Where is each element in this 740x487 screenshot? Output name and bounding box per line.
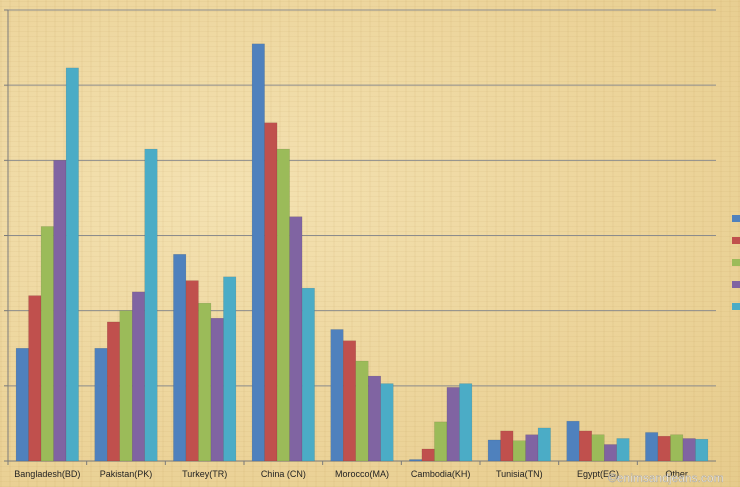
bar: [500, 430, 514, 462]
bar: [591, 434, 605, 462]
bar: [446, 387, 460, 462]
x-tick-label: Cambodia(KH): [411, 469, 471, 479]
bar: [94, 348, 108, 462]
bar: [15, 348, 29, 462]
bar: [695, 438, 709, 462]
gridlines: [4, 9, 716, 462]
x-tick-label: Other: [665, 469, 688, 479]
bars: [15, 43, 709, 462]
bar: [301, 287, 315, 462]
bar: [264, 122, 278, 462]
bar: [276, 148, 290, 462]
x-tick-label: Egypt(EG): [577, 469, 619, 479]
bar: [223, 276, 237, 462]
bar: [579, 430, 592, 462]
bar: [251, 43, 265, 462]
bar: [645, 432, 659, 462]
x-tick-label: Bangladesh(BD): [14, 469, 80, 479]
bar: [604, 444, 617, 462]
bar: [421, 448, 435, 462]
legend-swatch: [732, 215, 740, 222]
bar: [682, 438, 696, 462]
bar: [210, 317, 224, 462]
bar: [657, 435, 671, 462]
bar: [40, 226, 54, 462]
bar: [119, 310, 133, 462]
bar: [144, 148, 158, 462]
bar: [343, 340, 356, 462]
bar: [409, 459, 423, 462]
x-tick-label: China (CN): [261, 469, 306, 479]
bar: [185, 280, 199, 462]
x-tick-label: Morocco(MA): [335, 469, 389, 479]
bar: [132, 291, 145, 462]
bar: [65, 67, 79, 462]
bar: [173, 254, 187, 462]
bar: [330, 329, 344, 462]
bar: [670, 434, 684, 462]
bar: [487, 439, 501, 462]
bar: [525, 434, 539, 462]
x-tick-label: Pakistan(PK): [100, 469, 153, 479]
bar: [368, 375, 381, 462]
x-tick-label: Tunisia(TN): [496, 469, 543, 479]
bar: [28, 295, 42, 462]
legend-swatch: [732, 259, 740, 266]
bar: [434, 421, 448, 462]
bar: [289, 216, 303, 462]
bar: [512, 440, 526, 462]
x-axis-labels: Bangladesh(BD) Pakistan(PK) Turkey(TR) Chin…: [7, 461, 688, 479]
bar: [459, 383, 473, 462]
watermark-text: ©enimsandjeans.com: [608, 471, 724, 485]
legend-swatch: [732, 237, 740, 244]
bar: [566, 420, 580, 462]
legend-swatch: [732, 303, 740, 310]
bar: [198, 302, 212, 462]
bar: [355, 360, 369, 462]
bar: [380, 383, 394, 462]
bar: [107, 321, 120, 462]
legend: [732, 215, 740, 310]
x-tick-label: Turkey(TR): [182, 469, 227, 479]
bar: [537, 427, 551, 462]
bar: [53, 160, 67, 462]
legend-swatch: [732, 281, 740, 288]
bar: [616, 438, 630, 462]
